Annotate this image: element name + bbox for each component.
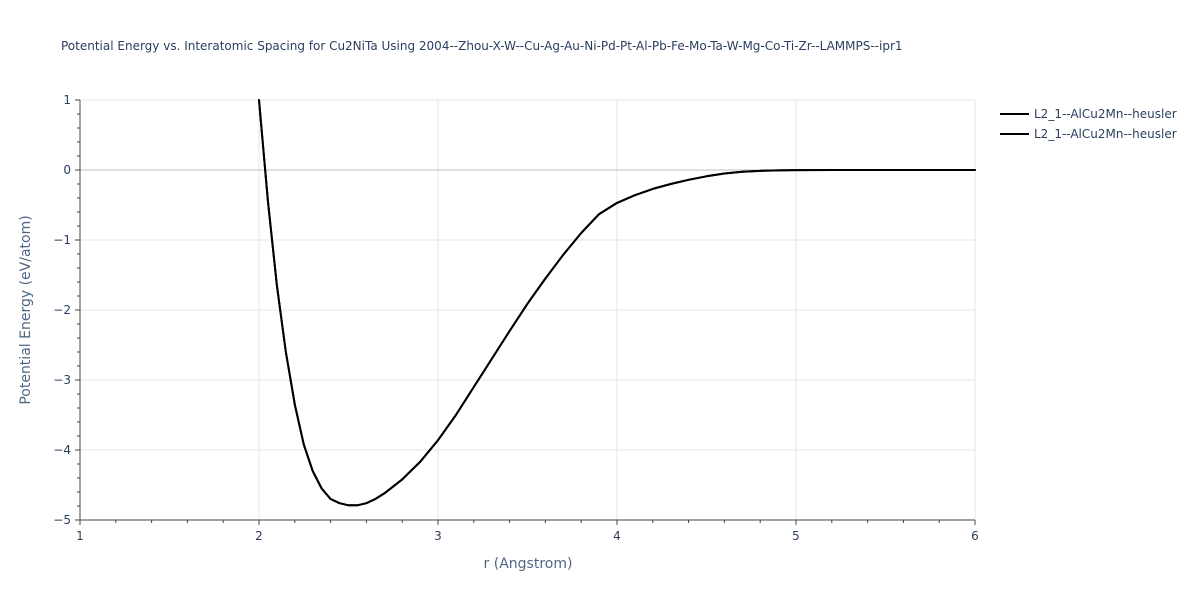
legend-label: L2_1--AlCu2Mn--heusler — [1034, 107, 1177, 121]
grid-layer — [80, 99, 976, 520]
y-tick-label: −5 — [53, 513, 71, 527]
x-axis-title: r (Angstrom) — [484, 556, 573, 572]
y-tick-label: −3 — [53, 373, 71, 387]
legend[interactable]: L2_1--AlCu2Mn--heusler L2_1--AlCu2Mn--heu… — [1000, 107, 1177, 141]
y-tick-label: −1 — [53, 233, 71, 247]
x-tick-label: 3 — [434, 529, 442, 543]
y-tick-label: −4 — [53, 443, 71, 457]
legend-item-2[interactable]: L2_1--AlCu2Mn--heusler — [1000, 127, 1177, 141]
axes-layer — [75, 99, 976, 525]
y-axis-title: Potential Energy (eV/atom) — [18, 215, 34, 404]
x-tick-label: 5 — [792, 529, 800, 543]
x-tick-label: 2 — [255, 529, 263, 543]
x-tick-label: 4 — [613, 529, 621, 543]
y-tick-label: 0 — [63, 163, 71, 177]
x-tick-label: 6 — [971, 529, 979, 543]
legend-label: L2_1--AlCu2Mn--heusler — [1034, 127, 1177, 141]
y-tick-label: −2 — [53, 303, 71, 317]
series-line-2 — [258, 99, 976, 507]
series-layer — [258, 99, 976, 507]
chart-title: Potential Energy vs. Interatomic Spacing… — [61, 39, 903, 53]
x-tick-label: 1 — [76, 529, 84, 543]
y-tick-label: 1 — [63, 93, 71, 107]
tick-labels: 1 2 3 4 5 6 1 0 −1 −2 −3 −4 −5 — [53, 93, 979, 543]
legend-item-1[interactable]: L2_1--AlCu2Mn--heusler — [1000, 107, 1177, 121]
